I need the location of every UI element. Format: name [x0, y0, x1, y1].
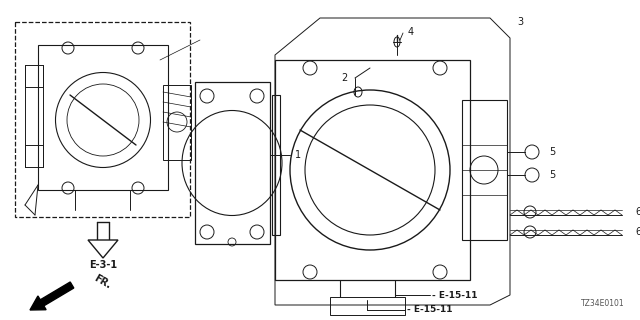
Text: 4: 4: [408, 27, 414, 37]
Bar: [15, 22, 190, 217]
Text: 2: 2: [342, 73, 348, 83]
Text: 3: 3: [517, 17, 523, 27]
Bar: [275, 60, 470, 280]
Bar: [38, 45, 168, 190]
Text: - E-15-11: - E-15-11: [407, 306, 452, 315]
Bar: [195, 82, 270, 244]
Text: 6: 6: [635, 207, 640, 217]
Bar: [163, 85, 191, 160]
Text: 6: 6: [635, 227, 640, 237]
Text: 5: 5: [549, 170, 556, 180]
Text: 1: 1: [295, 150, 301, 160]
Bar: [25, 65, 43, 87]
Polygon shape: [88, 240, 118, 258]
Bar: [462, 100, 507, 240]
Bar: [25, 145, 43, 167]
Text: TZ34E0101: TZ34E0101: [581, 299, 625, 308]
Bar: [272, 95, 280, 235]
Text: 5: 5: [549, 147, 556, 157]
Text: E-3-1: E-3-1: [89, 260, 117, 270]
Text: FR.: FR.: [92, 273, 113, 291]
FancyArrow shape: [30, 282, 74, 310]
Text: - E-15-11: - E-15-11: [432, 291, 477, 300]
Bar: [330, 297, 405, 315]
